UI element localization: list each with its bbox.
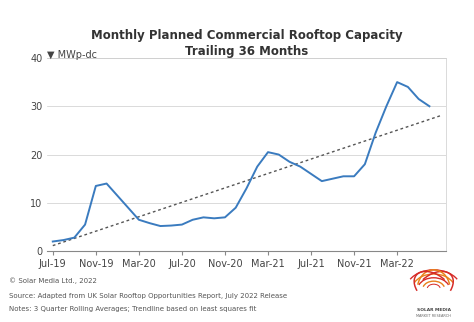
Text: Notes: 3 Quarter Rolling Averages; Trendline based on least squares fit: Notes: 3 Quarter Rolling Averages; Trend… [9,306,257,312]
Text: SOLAR MEDIA: SOLAR MEDIA [417,308,451,312]
Text: MARKET RESEARCH: MARKET RESEARCH [416,314,451,318]
Text: Monthly Planned Commercial Rooftop Capacity: Monthly Planned Commercial Rooftop Capac… [91,29,402,42]
Text: ▼ MWp-dc: ▼ MWp-dc [47,50,97,60]
Text: Source: Adapted from UK Solar Rooftop Opportunities Report, July 2022 Release: Source: Adapted from UK Solar Rooftop Op… [9,293,288,299]
Text: Trailing 36 Months: Trailing 36 Months [185,45,308,58]
Text: © Solar Media Ltd., 2022: © Solar Media Ltd., 2022 [9,278,97,284]
